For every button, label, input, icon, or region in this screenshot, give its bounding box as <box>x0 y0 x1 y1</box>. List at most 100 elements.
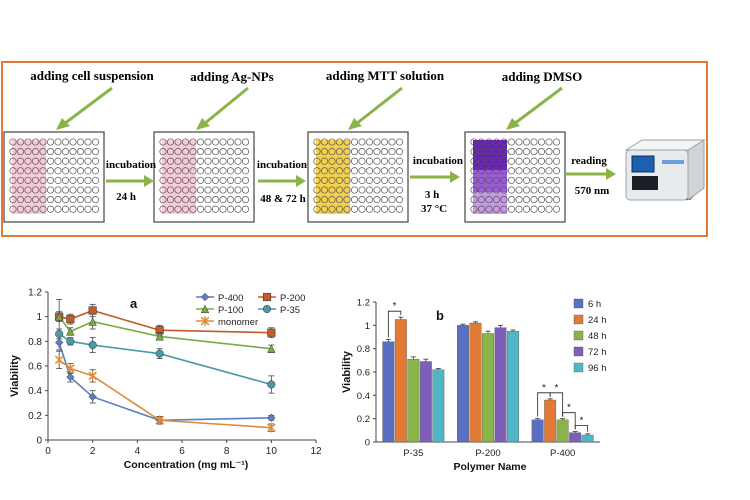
well <box>76 167 85 175</box>
viability-line-chart: 0 2 4 6 8 10 12 0 0.2 0.4 0.6 0.8 1 1.2 Concentration … <box>9 288 322 472</box>
well <box>522 196 531 204</box>
bar <box>544 399 557 443</box>
well <box>358 196 366 204</box>
well <box>537 205 546 213</box>
well <box>530 157 538 165</box>
well <box>320 196 329 204</box>
y-tick-label: 1 <box>36 312 42 323</box>
well <box>373 148 381 156</box>
well <box>522 205 531 213</box>
well <box>219 148 227 156</box>
transition-label-1: incubation <box>106 159 156 171</box>
well <box>174 186 182 194</box>
panel-label: a <box>130 296 138 311</box>
well <box>507 205 516 213</box>
well <box>31 167 40 175</box>
well <box>470 167 478 175</box>
well <box>500 176 508 184</box>
well <box>552 176 561 184</box>
well <box>76 138 85 146</box>
well <box>552 138 561 146</box>
well <box>552 167 561 175</box>
legend-label: 96 h <box>588 363 607 374</box>
step-label-dmso: adding DMSO <box>502 69 583 84</box>
y-tick-label: 0.8 <box>357 344 370 355</box>
well <box>16 176 25 184</box>
legend-label: monomer <box>218 317 258 328</box>
well <box>39 186 47 194</box>
well <box>31 157 40 165</box>
well <box>477 186 486 194</box>
well <box>234 148 242 156</box>
well <box>76 157 85 165</box>
well <box>166 148 175 156</box>
well <box>515 138 523 146</box>
data-point <box>267 380 276 389</box>
workflow-diagram: adding cell suspension adding Ag-NPs add… <box>1 61 708 237</box>
well <box>507 196 516 204</box>
well <box>204 138 212 146</box>
well <box>470 196 478 204</box>
y-tick-label: 1.2 <box>357 298 370 309</box>
well <box>211 167 220 175</box>
data-point <box>54 312 64 321</box>
well <box>328 196 336 204</box>
well <box>365 186 374 194</box>
well <box>343 196 351 204</box>
well <box>492 205 501 213</box>
data-point <box>66 337 75 346</box>
well <box>537 186 546 194</box>
significance-bracket: * <box>549 383 564 417</box>
legend-label: 24 h <box>588 315 607 326</box>
well <box>388 205 396 213</box>
bar-group-p-200 <box>457 321 519 443</box>
well <box>91 186 100 194</box>
well-plates <box>3 131 566 223</box>
well <box>174 148 182 156</box>
well <box>219 157 227 165</box>
well <box>166 157 175 165</box>
x-tick-label: P-200 <box>475 448 500 459</box>
well <box>320 148 329 156</box>
well <box>320 138 329 146</box>
well <box>189 167 197 175</box>
well <box>54 186 62 194</box>
well <box>358 157 366 165</box>
transition-detail-3: 3 h <box>425 189 439 201</box>
well <box>313 196 321 204</box>
y-axis-label: Viability <box>9 354 21 397</box>
well <box>181 148 190 156</box>
well <box>61 205 70 213</box>
well <box>320 186 329 194</box>
viability-bar-chart: 0 0.2 0.4 0.6 0.8 1 1.2 Polymer Name Viability b P… <box>341 298 607 474</box>
well <box>181 138 190 146</box>
well <box>380 186 389 194</box>
well <box>328 167 336 175</box>
bar <box>482 333 494 443</box>
well <box>159 196 167 204</box>
well <box>84 148 92 156</box>
well <box>159 148 167 156</box>
well <box>174 205 182 213</box>
well <box>31 138 40 146</box>
well <box>46 186 55 194</box>
well <box>196 186 205 194</box>
well <box>241 176 250 184</box>
well <box>189 148 197 156</box>
well <box>76 176 85 184</box>
legend-swatch <box>573 298 584 309</box>
well <box>24 167 32 175</box>
bar <box>469 322 482 443</box>
well <box>545 157 553 165</box>
addition-arrow <box>513 86 563 126</box>
well <box>335 176 344 184</box>
transition-label-2: incubation <box>257 159 307 171</box>
arrowhead <box>450 171 460 183</box>
well <box>552 157 561 165</box>
well <box>388 196 396 204</box>
transition-label-4: reading <box>571 155 607 167</box>
well <box>358 138 366 146</box>
reader-top <box>624 139 706 151</box>
legend-swatch <box>573 362 584 373</box>
legend-label: 72 h <box>588 347 607 358</box>
